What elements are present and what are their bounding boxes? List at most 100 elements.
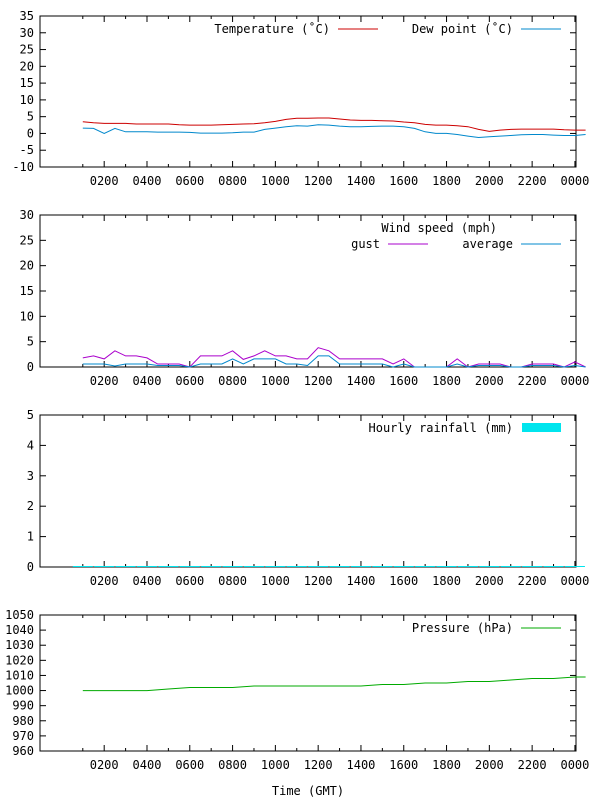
rain-bar [457,566,478,567]
rain-bar [479,566,500,567]
x-tick-label: 0200 [90,758,119,772]
x-tick-label: 1000 [261,574,290,588]
x-tick-label: 0800 [218,574,247,588]
y-tick-label: 5 [27,110,34,124]
x-tick-label: 2000 [475,174,504,188]
x-tick-label: 2000 [475,574,504,588]
chart-panel-1: -10 -5 0 5 10 15 20 25 30 35 0200 0400 0600 0800 1000 1… [12,9,589,188]
rain-bar [158,566,179,567]
rain-bar [329,566,350,567]
y-tick-label: 1 [27,530,34,544]
rain-bar [179,566,200,567]
y-tick-label: 1000 [5,684,34,698]
x-tick-label: 2200 [518,374,547,388]
series-line-pressure [82,676,586,692]
x-tick-label: 1000 [261,374,290,388]
x-tick-label: 1800 [432,758,461,772]
rain-bar [265,566,286,567]
x-tick-label: 0800 [218,174,247,188]
chart-panel-4: 9609709809901000101010201030104010500200… [5,608,589,772]
y-tick-label: 5 [27,408,34,422]
y-tick-label: 4 [27,438,34,452]
y-tick-label: 15 [20,76,34,90]
rain-bar [350,566,371,567]
series-line-dew [82,124,586,139]
rain-bar [115,566,136,567]
series-line-average [82,355,586,368]
rain-bar [136,566,157,567]
y-tick-label: 970 [12,729,34,743]
legend-label: Pressure (hPa) [412,621,513,635]
rain-bar [72,566,93,567]
y-tick-label: 1010 [5,668,34,682]
x-tick-label: 0600 [175,374,204,388]
x-tick-label: 0400 [133,758,162,772]
plot-frame [39,15,577,168]
rain-bar [372,566,393,567]
x-tick-label: 1800 [432,574,461,588]
y-tick-label: 960 [12,744,34,758]
x-tick-label: 0600 [175,758,204,772]
y-tick-label: 15 [20,284,34,298]
y-tick-label: 1020 [5,653,34,667]
x-axis-label: Time (GMT) [272,784,344,798]
x-tick-label: 1600 [389,758,418,772]
y-tick-label: 1040 [5,623,34,637]
legend-label: gust [351,237,380,251]
x-tick-label: 1400 [347,758,376,772]
x-tick-label: 1400 [347,374,376,388]
x-tick-label: 1600 [389,374,418,388]
rain-bar [522,566,543,567]
rain-bar [543,566,564,567]
x-tick-label: 0800 [218,374,247,388]
series-line-temperature [82,117,586,132]
chart-panel-2: 0 5 10 15 20 25 30 0200 0400 0600 0800 1000 1200 1400… [20,208,590,388]
x-tick-label: 1200 [304,758,333,772]
rain-bar [500,566,521,567]
x-tick-label: 0400 [133,374,162,388]
x-tick-label: 0400 [133,174,162,188]
x-tick-label: 0800 [218,758,247,772]
x-tick-label: 1000 [261,758,290,772]
y-tick-label: 30 [20,26,34,40]
y-tick-label: 25 [20,233,34,247]
x-tick-label: 1600 [389,174,418,188]
series-line-gust [82,347,586,368]
x-tick-label: 0600 [175,174,204,188]
y-tick-label: 3 [27,469,34,483]
y-tick-label: 5 [27,335,34,349]
x-tick-label: 0200 [90,574,119,588]
rain-bar [393,566,414,567]
x-tick-label: 1200 [304,374,333,388]
y-tick-label: 10 [20,93,34,107]
legend-label: Hourly rainfall (mm) [369,421,514,435]
rain-bar [243,566,264,567]
x-tick-label: 2200 [518,174,547,188]
rain-bar [94,566,115,567]
x-tick-label: 2200 [518,758,547,772]
x-tick-label: 1400 [347,174,376,188]
x-tick-label: 0200 [90,374,119,388]
y-tick-label: 990 [12,699,34,713]
x-tick-label: 1200 [304,174,333,188]
chart-panel-3: 0 1 2 3 4 5 0200 0400 0600 0800 1000 1200 1400 1600 18… [27,408,590,588]
x-tick-label: 0200 [90,174,119,188]
y-tick-label: 2 [27,499,34,513]
y-tick-label: 20 [20,59,34,73]
y-tick-label: 980 [12,714,34,728]
x-tick-label: 1600 [389,574,418,588]
x-tick-label: 2200 [518,574,547,588]
legend-swatch [522,423,561,432]
rain-bar [308,566,329,567]
legend-label: average [462,237,513,251]
y-tick-label: 10 [20,309,34,323]
y-tick-label: -10 [12,160,34,174]
legend-label: Temperature (˚C) [214,21,330,36]
x-tick-label: 1200 [304,574,333,588]
y-tick-label: 0 [27,560,34,574]
x-tick-label: 0000 [560,758,589,772]
plot-frame [39,614,577,752]
x-tick-label: 0000 [560,574,589,588]
x-tick-label: 0400 [133,574,162,588]
